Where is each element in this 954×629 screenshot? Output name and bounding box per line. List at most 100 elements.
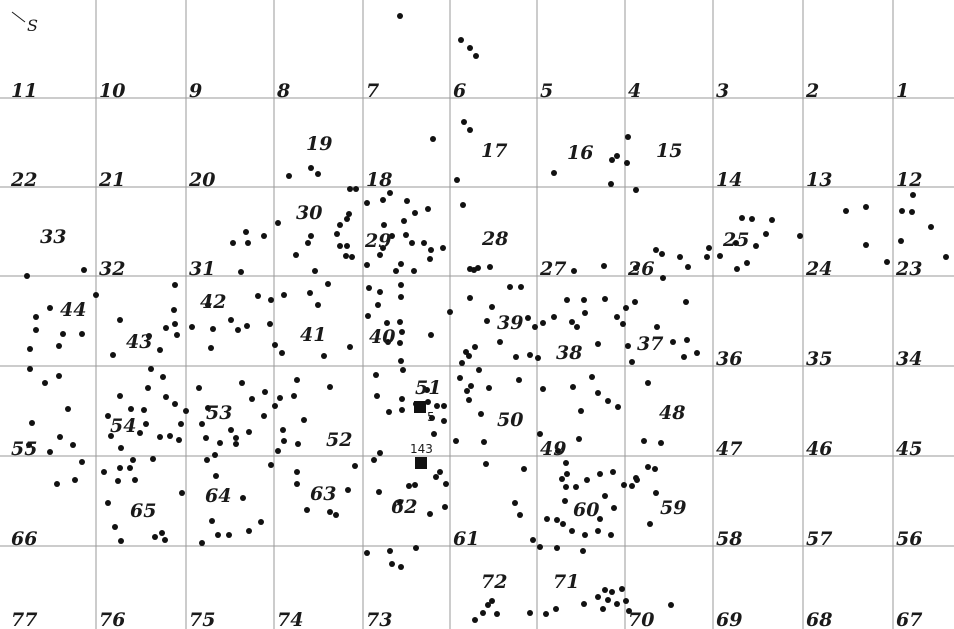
cell-label-74: 74 xyxy=(277,609,303,629)
scatter-point xyxy=(569,528,575,534)
scatter-point xyxy=(327,384,333,390)
scatter-point xyxy=(105,500,111,506)
scatter-point xyxy=(268,297,274,303)
scatter-point xyxy=(717,253,723,259)
scatter-point xyxy=(233,435,239,441)
cell-label-20: 20 xyxy=(188,169,215,191)
scatter-point xyxy=(763,231,769,237)
scatter-point xyxy=(130,457,136,463)
scatter-point xyxy=(660,275,666,281)
scatter-point xyxy=(281,292,287,298)
scatter-point xyxy=(551,314,557,320)
scatter-point xyxy=(413,545,419,551)
scatter-point xyxy=(308,165,314,171)
cell-label-54: 54 xyxy=(110,415,136,437)
scatter-point xyxy=(243,229,249,235)
scatter-point xyxy=(440,245,446,251)
scatter-point xyxy=(246,528,252,534)
scatter-point xyxy=(199,421,205,427)
scatter-point xyxy=(334,231,340,237)
cell-label-64: 64 xyxy=(205,485,231,507)
scatter-point xyxy=(275,448,281,454)
scatter-point xyxy=(633,187,639,193)
scatter-point xyxy=(261,413,267,419)
scatter-point xyxy=(204,457,210,463)
scatter-point xyxy=(389,561,395,567)
cell-label-30: 30 xyxy=(296,202,322,224)
cell-label-76: 76 xyxy=(99,609,125,629)
scatter-point xyxy=(315,302,321,308)
scatter-point xyxy=(769,217,775,223)
cell-label-22: 22 xyxy=(10,169,37,191)
cell-label-32: 32 xyxy=(99,258,125,280)
scatter-point xyxy=(279,350,285,356)
scatter-point xyxy=(475,265,481,271)
scatter-point xyxy=(117,393,123,399)
scatter-point xyxy=(412,482,418,488)
scatter-point xyxy=(353,186,359,192)
scatter-point xyxy=(623,305,629,311)
marker-label-143: 143 xyxy=(410,442,433,456)
cell-label-63: 63 xyxy=(310,483,336,505)
scatter-point xyxy=(239,380,245,386)
scatter-point xyxy=(441,418,447,424)
cell-label-2: 2 xyxy=(805,80,819,102)
scatter-point xyxy=(386,409,392,415)
scatter-point xyxy=(411,268,417,274)
scatter-point xyxy=(203,435,209,441)
scatter-point xyxy=(461,119,467,125)
scatter-point xyxy=(460,202,466,208)
scatter-point xyxy=(595,594,601,600)
scatter-point xyxy=(397,319,403,325)
scatter-point xyxy=(238,269,244,275)
scatter-point xyxy=(704,254,710,260)
cell-label-55: 55 xyxy=(11,438,37,460)
scatter-point xyxy=(442,504,448,510)
scatter-point xyxy=(210,326,216,332)
scatter-point xyxy=(609,589,615,595)
scatter-point xyxy=(537,544,543,550)
scatter-point xyxy=(467,295,473,301)
cell-label-75: 75 xyxy=(189,609,215,629)
cell-label-49: 49 xyxy=(540,438,566,460)
scatter-point xyxy=(576,436,582,442)
scatter-point xyxy=(578,408,584,414)
scatter-point xyxy=(293,252,299,258)
scatter-point xyxy=(516,377,522,383)
scatter-point xyxy=(434,403,440,409)
scatter-point xyxy=(473,53,479,59)
scatter-point xyxy=(301,417,307,423)
scatter-point xyxy=(459,360,465,366)
scatter-point xyxy=(466,353,472,359)
scatter-point xyxy=(343,253,349,259)
scatter-point xyxy=(406,483,412,489)
cell-label-68: 68 xyxy=(806,609,832,629)
scatter-point xyxy=(457,375,463,381)
corner-tick xyxy=(12,12,25,22)
scatter-point xyxy=(437,469,443,475)
cell-label-13: 13 xyxy=(806,169,832,191)
cell-label-35: 35 xyxy=(806,348,832,370)
scatter-point xyxy=(574,324,580,330)
cell-label-57: 57 xyxy=(806,528,832,550)
scatter-point xyxy=(399,396,405,402)
scatter-point xyxy=(412,210,418,216)
scatter-point xyxy=(645,464,651,470)
scatter-point xyxy=(137,430,143,436)
scatter-point xyxy=(249,396,255,402)
scatter-point xyxy=(160,374,166,380)
scatter-point xyxy=(118,445,124,451)
scatter-point xyxy=(208,345,214,351)
scatter-point xyxy=(304,507,310,513)
cell-label-67: 67 xyxy=(896,609,922,629)
cell-label-71: 71 xyxy=(553,571,579,593)
scatter-point xyxy=(619,586,625,592)
scatter-point xyxy=(653,247,659,253)
scatter-point xyxy=(653,490,659,496)
scatter-point xyxy=(472,617,478,623)
scatter-point xyxy=(47,305,53,311)
scatter-point xyxy=(608,532,614,538)
scatter-point xyxy=(428,247,434,253)
scatter-point xyxy=(101,469,107,475)
scatter-point xyxy=(943,254,949,260)
